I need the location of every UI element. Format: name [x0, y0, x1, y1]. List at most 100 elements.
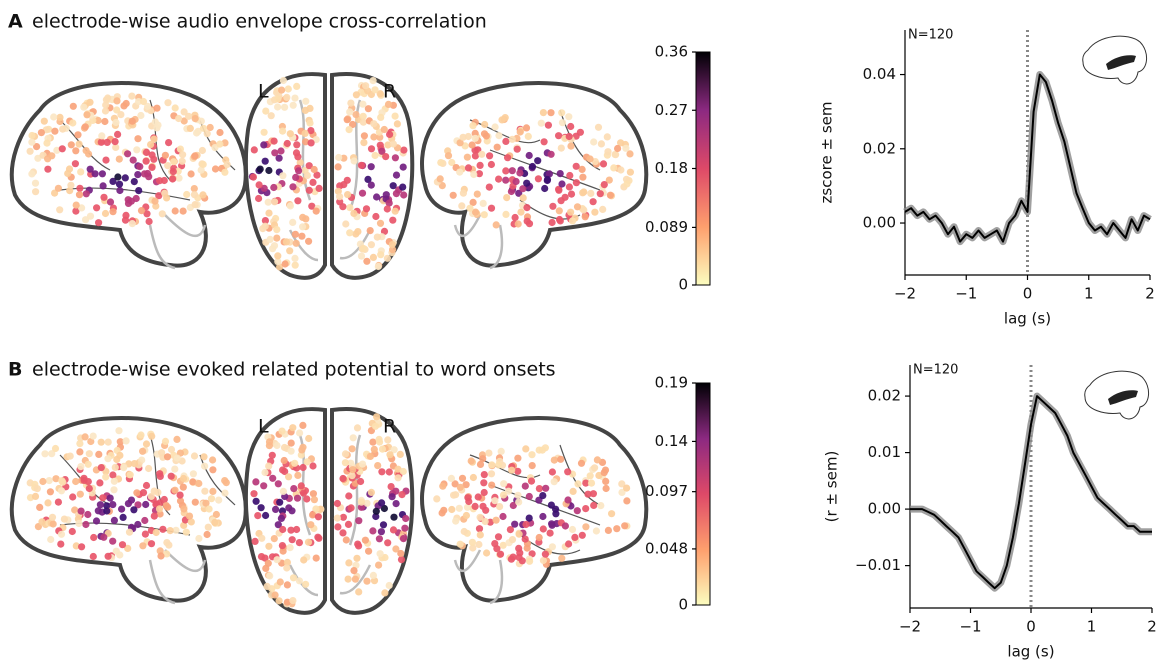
electrode-dot — [111, 517, 118, 524]
electrode-dot — [186, 513, 193, 520]
electrode-dot — [57, 541, 64, 548]
electrode-dot — [450, 192, 457, 199]
electrode-dot — [488, 461, 495, 468]
electrode-dot — [300, 556, 307, 563]
electrode-dot — [456, 169, 463, 176]
electrode-dot — [28, 132, 35, 139]
electrode-dot — [179, 151, 186, 158]
electrode-dot — [514, 492, 521, 499]
electrode-dot — [78, 508, 85, 515]
electrode-dot — [293, 240, 300, 247]
electrode-dot — [191, 152, 198, 159]
electrode-dot — [46, 477, 53, 484]
colorbar — [696, 383, 710, 605]
electrode-dot — [591, 209, 598, 216]
electrode-dot — [378, 499, 385, 506]
electrode-dot — [393, 500, 400, 507]
electrode-dot — [343, 536, 350, 543]
electrode-dot — [252, 538, 259, 545]
electrode-dot — [294, 153, 301, 160]
electrode-dot — [212, 165, 219, 172]
electrode-dot — [292, 174, 299, 181]
electrode-dot — [278, 428, 285, 435]
electrode-dot — [574, 480, 581, 487]
electrode-dot — [56, 206, 63, 213]
electrode-dot — [382, 153, 389, 160]
electrode-dot — [433, 495, 440, 502]
electrode-dot — [390, 182, 397, 189]
electrode-dot — [456, 505, 463, 512]
electrode-dot — [514, 468, 521, 475]
electrode-dot — [398, 491, 405, 498]
electrode-dot — [283, 564, 290, 571]
electrode-dot — [579, 189, 586, 196]
electrode-dot — [378, 528, 385, 535]
electrode-dot — [590, 138, 597, 145]
electrode-dot — [370, 120, 377, 127]
electrode-dot — [557, 170, 564, 177]
electrode-dot — [292, 262, 299, 269]
electrode-dot — [373, 413, 380, 420]
electrode-dot — [120, 102, 127, 109]
electrode-dot — [116, 452, 123, 459]
electrode-dot — [496, 503, 503, 510]
electrode-dot — [105, 553, 112, 560]
electrode-dot — [134, 135, 141, 142]
electrode-dot — [27, 148, 34, 155]
electrode-dot — [367, 227, 374, 234]
electrode-dot — [285, 473, 292, 480]
electrode-dot — [376, 535, 383, 542]
electrode-dot — [266, 438, 273, 445]
x-tick-label: −1 — [955, 285, 977, 303]
electrode-dot — [133, 489, 140, 496]
hemisphere-label: L — [258, 416, 269, 438]
electrode-dot — [113, 106, 120, 113]
electrode-dot — [623, 180, 630, 187]
electrode-dot — [28, 139, 35, 146]
electrode-dot — [69, 493, 76, 500]
electrode-dot — [500, 491, 507, 498]
electrode-dot — [353, 555, 360, 562]
electrode-dot — [131, 178, 138, 185]
electrode-dot — [277, 147, 284, 154]
x-tick-label: 1 — [1087, 618, 1097, 636]
electrode-dot — [311, 166, 318, 173]
electrode-dot — [580, 206, 587, 213]
electrode-dot — [595, 124, 602, 131]
electrode-dot — [525, 133, 532, 140]
electrode-dot — [486, 152, 493, 159]
electrode-dot — [302, 98, 309, 105]
electrode-dot — [522, 521, 529, 528]
electrode-dot — [172, 207, 179, 214]
electrode-dot — [541, 138, 548, 145]
y-tick-label: 0.00 — [863, 214, 896, 232]
electrode-dot — [279, 172, 286, 179]
electrode-dot — [289, 219, 296, 226]
electrode-dot — [344, 191, 351, 198]
electrode-dot — [295, 167, 302, 174]
electrode-dot — [157, 473, 164, 480]
electrode-dot — [290, 574, 297, 581]
electrode-dot — [345, 559, 352, 566]
x-axis-label: lag (s) — [1004, 310, 1051, 328]
electrode-dot — [369, 439, 376, 446]
electrode-dot — [262, 158, 269, 165]
electrode-dot — [80, 104, 87, 111]
electrode-dot — [605, 527, 612, 534]
electrode-dot — [221, 169, 228, 176]
electrode-dot — [486, 184, 493, 191]
electrode-dot — [389, 241, 396, 248]
electrode-dot — [304, 458, 311, 465]
electrode-dot — [49, 514, 56, 521]
electrode-dot — [280, 488, 287, 495]
electrode-dot — [372, 423, 379, 430]
electrode-dot — [199, 191, 206, 198]
electrode-dot — [58, 487, 65, 494]
electrode-dot — [109, 538, 116, 545]
electrode-dot — [206, 505, 213, 512]
electrode-dot — [38, 129, 45, 136]
x-tick-label: −2 — [894, 285, 916, 303]
electrode-dot — [492, 123, 499, 130]
electrode-dot — [279, 128, 286, 135]
electrode-dot — [362, 537, 369, 544]
